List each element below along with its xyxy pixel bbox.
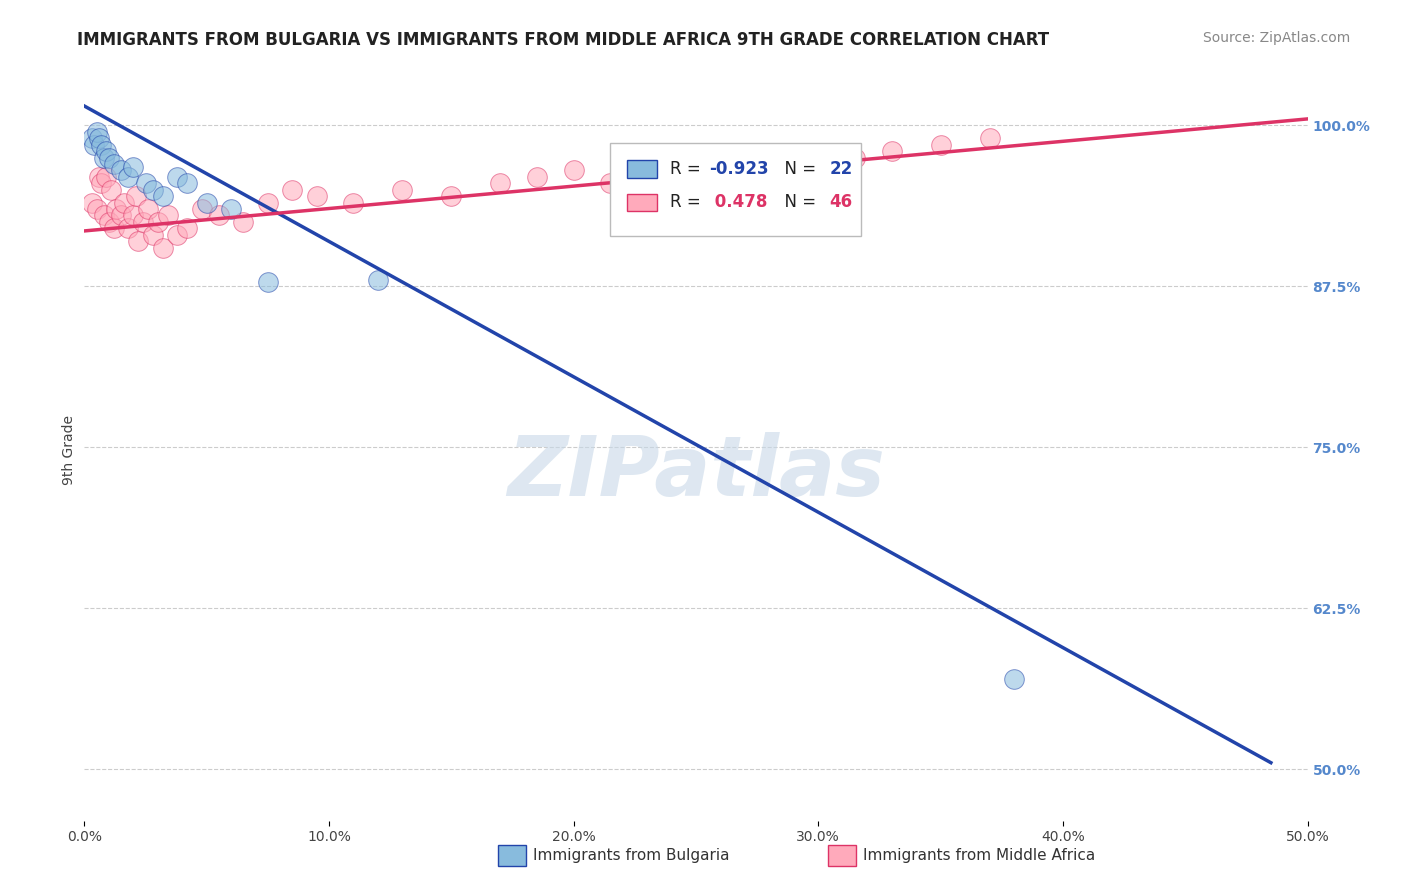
Point <box>93 209 115 223</box>
Point <box>86 202 108 216</box>
Point <box>219 202 242 216</box>
Point <box>127 234 149 248</box>
Point <box>391 183 413 197</box>
Point <box>257 276 280 290</box>
Text: ZIPatlas: ZIPatlas <box>508 432 884 513</box>
Text: 0.478: 0.478 <box>710 194 768 211</box>
Point <box>191 202 214 216</box>
Point <box>526 169 548 184</box>
Point <box>156 209 179 223</box>
Point <box>440 189 463 203</box>
Point <box>342 195 364 210</box>
Point <box>232 215 254 229</box>
Point <box>807 157 830 171</box>
Point <box>96 169 118 184</box>
Point <box>80 195 103 210</box>
Text: Source: ZipAtlas.com: Source: ZipAtlas.com <box>1202 31 1350 45</box>
Point <box>117 221 139 235</box>
Point <box>880 144 903 158</box>
Point <box>489 176 512 190</box>
Point <box>103 157 125 171</box>
Text: Immigrants from Bulgaria: Immigrants from Bulgaria <box>533 848 730 863</box>
Text: N =: N = <box>775 194 821 211</box>
Point <box>257 195 280 210</box>
Text: R =: R = <box>671 194 706 211</box>
Point <box>100 183 122 197</box>
Point <box>166 227 188 242</box>
Point <box>152 241 174 255</box>
Text: N =: N = <box>775 161 821 178</box>
Point <box>117 169 139 184</box>
Point <box>136 202 159 216</box>
Point <box>103 221 125 235</box>
Point <box>105 202 128 216</box>
Point <box>122 209 145 223</box>
Point <box>734 163 756 178</box>
Point <box>96 144 118 158</box>
Point <box>86 125 108 139</box>
Point <box>770 151 793 165</box>
FancyBboxPatch shape <box>627 194 657 211</box>
Text: 22: 22 <box>830 161 852 178</box>
Point <box>599 176 621 190</box>
Point <box>97 151 120 165</box>
Point <box>87 131 110 145</box>
Point <box>1002 672 1025 686</box>
Point <box>142 227 165 242</box>
Point <box>281 183 304 197</box>
Point <box>97 215 120 229</box>
Point <box>152 189 174 203</box>
Point <box>176 221 198 235</box>
Text: R =: R = <box>671 161 706 178</box>
Point <box>146 215 169 229</box>
Point <box>83 137 105 152</box>
Point <box>929 137 952 152</box>
Point <box>685 157 707 171</box>
Point <box>367 273 389 287</box>
Point <box>142 183 165 197</box>
Point <box>87 169 110 184</box>
Text: 46: 46 <box>830 194 852 211</box>
Point <box>122 160 145 174</box>
Point <box>125 189 148 203</box>
Point <box>80 131 103 145</box>
Point <box>110 209 132 223</box>
Point <box>135 176 157 190</box>
Text: Immigrants from Middle Africa: Immigrants from Middle Africa <box>863 848 1095 863</box>
Point <box>93 151 115 165</box>
Y-axis label: 9th Grade: 9th Grade <box>62 416 76 485</box>
FancyBboxPatch shape <box>610 144 860 235</box>
Point <box>636 169 658 184</box>
Text: IMMIGRANTS FROM BULGARIA VS IMMIGRANTS FROM MIDDLE AFRICA 9TH GRADE CORRELATION : IMMIGRANTS FROM BULGARIA VS IMMIGRANTS F… <box>77 31 1049 49</box>
Point <box>305 189 328 203</box>
Point <box>844 151 866 165</box>
Point <box>110 163 132 178</box>
Point <box>208 209 231 223</box>
Point <box>176 176 198 190</box>
Point <box>112 195 135 210</box>
Text: -0.923: -0.923 <box>710 161 769 178</box>
Point <box>90 137 112 152</box>
Point <box>195 195 218 210</box>
Point <box>979 131 1001 145</box>
Point <box>132 215 155 229</box>
Point <box>562 163 585 178</box>
Point <box>166 169 188 184</box>
Point <box>90 176 112 190</box>
FancyBboxPatch shape <box>627 161 657 178</box>
